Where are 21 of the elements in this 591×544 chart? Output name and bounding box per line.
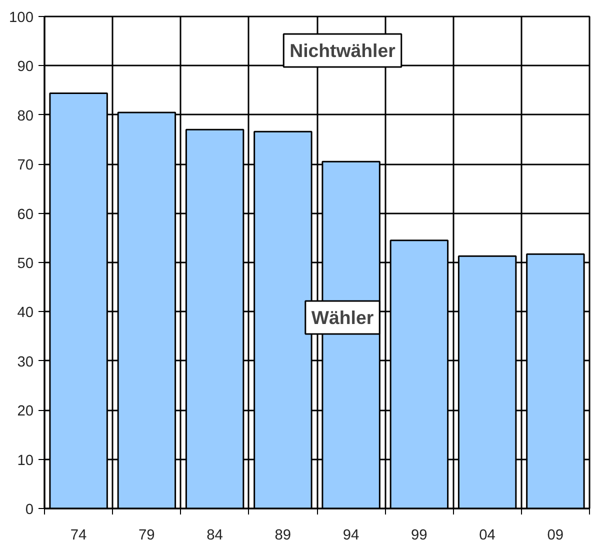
- y-tick-label: 60: [17, 206, 34, 223]
- y-tick-label: 100: [9, 10, 34, 26]
- x-tick-label: 99: [411, 528, 428, 544]
- x-tick-label: 89: [274, 528, 292, 544]
- y-tick-label: 70: [17, 158, 34, 174]
- y-tick-label: 90: [17, 59, 34, 76]
- x-tick-label: 84: [206, 528, 223, 544]
- y-tick-label: 80: [17, 108, 34, 124]
- y-tick-label: 20: [17, 404, 34, 420]
- annotation: Wähler: [311, 307, 374, 328]
- y-tick-label: 50: [17, 256, 34, 272]
- annotation: Nichtwähler: [290, 40, 396, 61]
- x-tick-label: 74: [70, 528, 87, 544]
- x-tick-label: 79: [138, 528, 155, 544]
- x-tick-label: 94: [342, 528, 360, 544]
- y-tick-label: 10: [17, 452, 34, 469]
- y-tick-label: 40: [17, 305, 34, 322]
- y-tick-label: 30: [17, 354, 34, 370]
- y-tick-label: 0: [25, 502, 34, 518]
- x-tick-label: 09: [547, 528, 564, 544]
- x-tick-label: 04: [479, 528, 496, 544]
